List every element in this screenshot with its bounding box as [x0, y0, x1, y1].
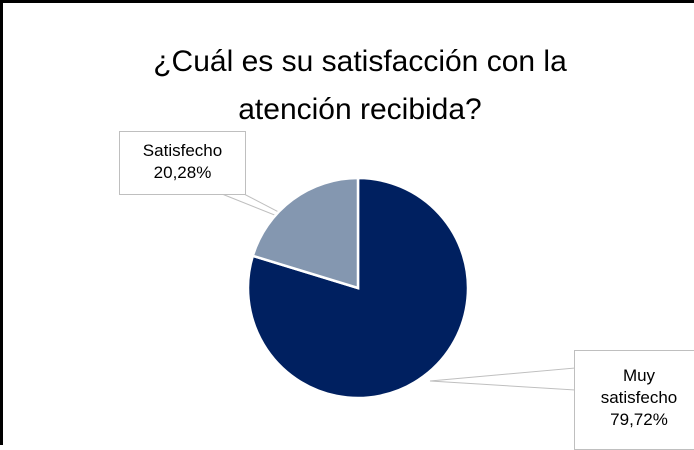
data-label-satisfecho-value: 20,28% [153, 163, 212, 182]
data-label-satisfecho: Satisfecho 20,28% [119, 131, 246, 195]
chart-title-line-2: atención recibida? [238, 93, 482, 126]
data-label-muy-satisfecho: Muy satisfecho 79,72% [574, 350, 694, 450]
pie-slices [246, 176, 470, 400]
data-label-muy-satisfecho-name-2: satisfecho [600, 388, 678, 407]
leader-line-muy-satisfecho [429, 367, 576, 391]
frame-border-left [0, 0, 3, 445]
data-label-muy-satisfecho-value: 79,72% [610, 410, 668, 429]
pie-slice-satisfecho [251, 176, 360, 290]
chart-title: ¿Cuál es su satisfacción con la atención… [0, 38, 694, 134]
data-label-satisfecho-name: Satisfecho [142, 141, 223, 160]
chart-title-line-1: ¿Cuál es su satisfacción con la [153, 45, 567, 78]
data-label-muy-satisfecho-name-1: Muy [622, 366, 656, 385]
frame-border-top [0, 0, 694, 3]
